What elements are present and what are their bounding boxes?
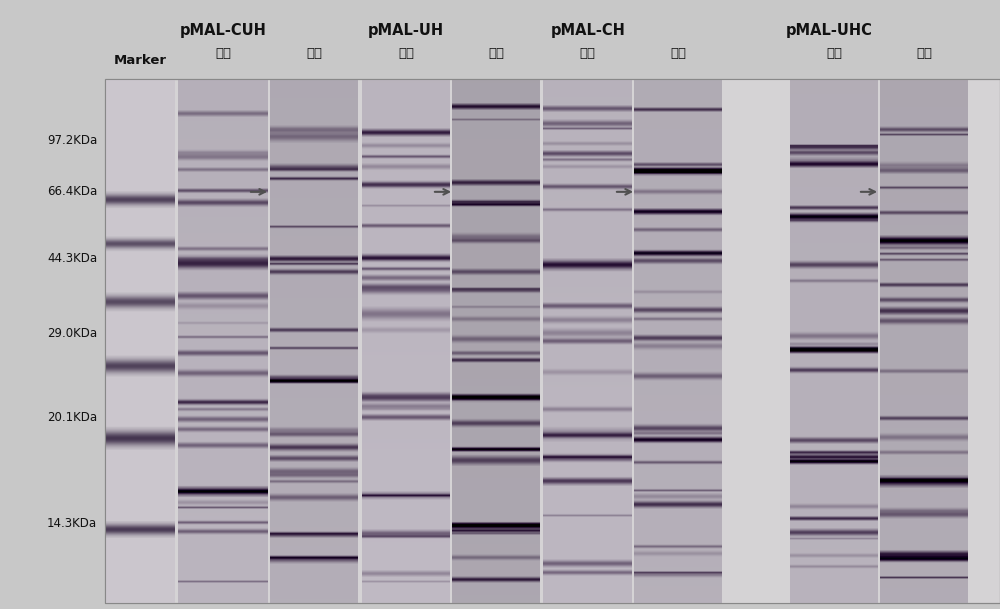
Text: pMAL-UHC: pMAL-UHC [786, 23, 872, 38]
Text: 97.2KDa: 97.2KDa [47, 133, 97, 147]
Text: 原菌: 原菌 [398, 47, 414, 60]
Text: pMAL-CH: pMAL-CH [551, 23, 625, 38]
Text: 原菌: 原菌 [826, 47, 842, 60]
Text: pMAL-CUH: pMAL-CUH [180, 23, 266, 38]
Bar [105, 79, 1000, 603]
Text: Marker: Marker [113, 54, 166, 67]
Text: 66.4KDa: 66.4KDa [47, 185, 97, 199]
Text: 14.3KDa: 14.3KDa [47, 517, 97, 530]
Text: 诱导: 诱导 [916, 47, 932, 60]
Text: 20.1KDa: 20.1KDa [47, 410, 97, 424]
Text: 原菌: 原菌 [580, 47, 596, 60]
Bar [722, 79, 790, 603]
Text: 原菌: 原菌 [215, 47, 231, 60]
Text: pMAL-UH: pMAL-UH [368, 23, 444, 38]
Text: 诱导: 诱导 [306, 47, 322, 60]
Bar [105, 79, 1000, 603]
Text: 诱导: 诱导 [670, 47, 686, 60]
Text: 诱导: 诱导 [488, 47, 504, 60]
Text: 44.3KDa: 44.3KDa [47, 252, 97, 266]
Text: 29.0KDa: 29.0KDa [47, 327, 97, 340]
